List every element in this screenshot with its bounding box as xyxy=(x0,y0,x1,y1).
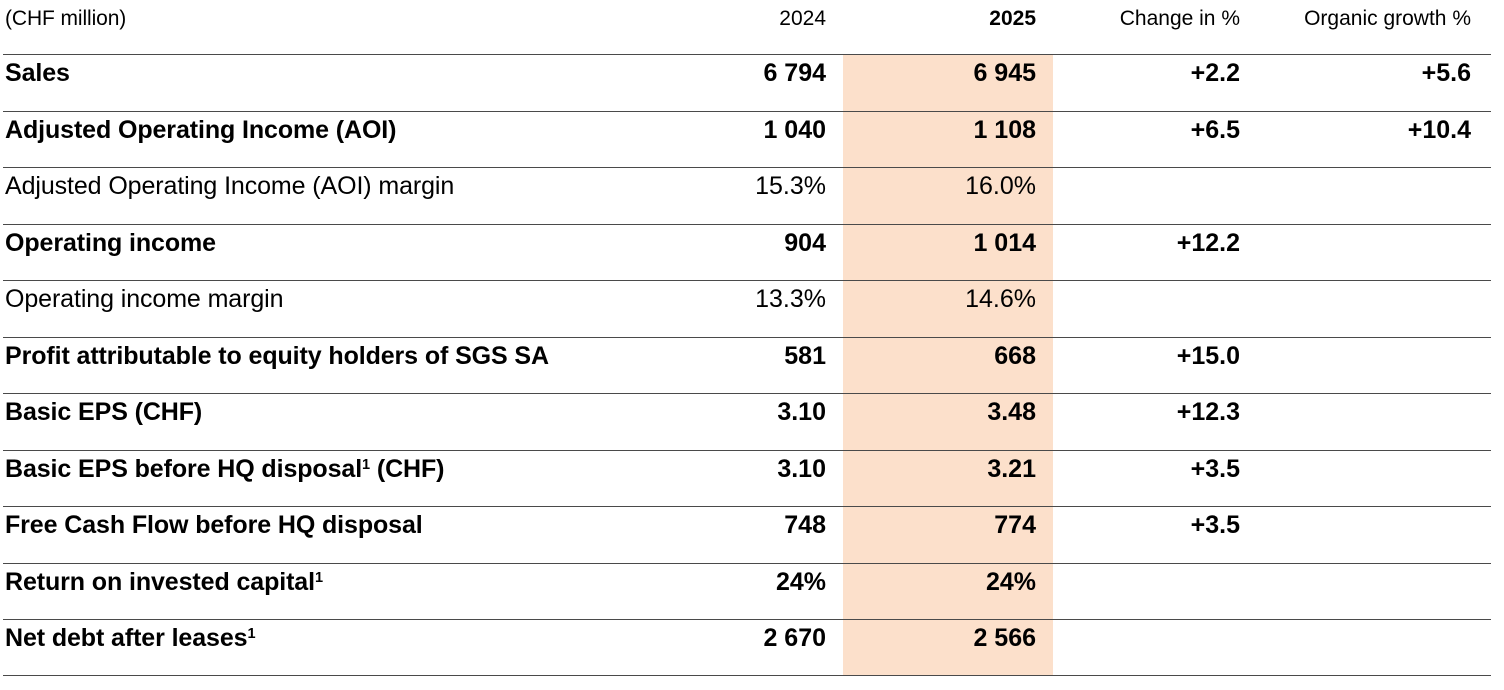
value-organic-growth-percent xyxy=(1258,507,1491,563)
value-2024: 581 xyxy=(784,341,826,370)
value-2025: 668 xyxy=(843,337,1053,393)
value-2024: 748 xyxy=(784,511,826,539)
value-2025: 24% xyxy=(843,563,1053,619)
row-label: Free Cash Flow before HQ disposal xyxy=(5,511,423,539)
row-label: Adjusted Operating Income (AOI) margin xyxy=(5,172,455,200)
value-organic-growth-percent xyxy=(1258,451,1491,507)
key-figures-table: (CHF million) 2024 2025 Change in % Orga… xyxy=(3,0,1491,676)
table-row: Free Cash Flow before HQ disposal 748 774 +… xyxy=(3,506,1491,563)
footnote-marker: 1 xyxy=(362,456,371,473)
value-2024: 24% xyxy=(775,567,826,596)
value-2024: 3.10 xyxy=(777,454,826,483)
column-header-2024: 2024 xyxy=(779,7,826,30)
value-2025: 14.6% xyxy=(843,281,1053,337)
table-row: Operating income margin 13.3% 14.6% xyxy=(3,280,1491,337)
value-organic-growth-percent: +10.4 xyxy=(1407,115,1471,144)
value-2025: 1 014 xyxy=(843,224,1053,280)
table-body: Sales 6 794 6 945 +2.2 +5.6 Adjusted Operatin… xyxy=(3,54,1491,676)
value-2024: 2 670 xyxy=(763,624,826,652)
value-organic-growth-percent xyxy=(1258,281,1491,337)
row-label: Sales xyxy=(5,59,70,87)
value-2024: 15.3% xyxy=(755,172,826,200)
row-label: Operating income margin xyxy=(5,285,284,313)
table-row: Basic EPS before HQ disposal1 (CHF) 3.10 3… xyxy=(3,449,1491,507)
value-2024: 1 040 xyxy=(763,115,826,144)
value-change-percent xyxy=(1053,168,1258,224)
table-header-row: (CHF million) 2024 2025 Change in % Orga… xyxy=(3,0,1491,54)
value-2024: 3.10 xyxy=(777,398,826,426)
value-2025: 3.21 xyxy=(843,450,1053,506)
row-label: Basic EPS before HQ disposal1 (CHF) xyxy=(5,454,445,483)
value-organic-growth-percent xyxy=(1258,338,1491,394)
value-change-percent: +3.5 xyxy=(1190,511,1240,539)
row-label: Return on invested capital1 xyxy=(5,567,323,596)
value-organic-growth-percent: +5.6 xyxy=(1421,59,1471,87)
value-2025: 774 xyxy=(843,507,1053,563)
value-organic-growth-percent xyxy=(1258,225,1491,281)
row-label: Profit attributable to equity holders of… xyxy=(5,341,549,370)
value-2024: 6 794 xyxy=(763,59,826,87)
column-header-organic-growth-percent: Organic growth % xyxy=(1304,7,1471,30)
table-row: Net debt after leases1 2 670 2 566 xyxy=(3,619,1491,676)
value-organic-growth-percent xyxy=(1258,620,1491,675)
value-organic-growth-percent xyxy=(1258,168,1491,224)
value-2025: 1 108 xyxy=(843,111,1053,167)
row-label: Net debt after leases1 xyxy=(5,624,256,652)
value-change-percent xyxy=(1053,620,1258,675)
value-change-percent: +2.2 xyxy=(1190,59,1240,87)
column-header-2025: 2025 xyxy=(989,7,1036,30)
table-row: Sales 6 794 6 945 +2.2 +5.6 xyxy=(3,54,1491,111)
row-label: Basic EPS (CHF) xyxy=(5,398,203,426)
value-change-percent: +3.5 xyxy=(1190,454,1240,483)
table-row: Profit attributable to equity holders of… xyxy=(3,336,1491,394)
value-change-percent: +6.5 xyxy=(1190,115,1240,144)
column-header-change-percent: Change in % xyxy=(1119,7,1240,30)
row-label: Adjusted Operating Income (AOI) xyxy=(5,115,397,144)
value-change-percent: +12.2 xyxy=(1176,228,1240,257)
table-row: Adjusted Operating Income (AOI) 1 040 1 10… xyxy=(3,110,1491,167)
value-change-percent: +15.0 xyxy=(1176,341,1240,370)
value-change-percent xyxy=(1053,564,1258,620)
value-2025: 2 566 xyxy=(843,620,1053,675)
value-2024: 904 xyxy=(784,228,826,257)
row-label: Operating income xyxy=(5,228,216,257)
column-header-unit: (CHF million) xyxy=(5,7,127,30)
value-organic-growth-percent xyxy=(1258,564,1491,620)
footnote-marker: 1 xyxy=(314,569,323,586)
value-2025: 16.0% xyxy=(843,168,1053,224)
value-2024: 13.3% xyxy=(755,285,826,313)
value-organic-growth-percent xyxy=(1258,394,1491,450)
table-row: Return on invested capital1 24% 24% xyxy=(3,562,1491,620)
table-row: Operating income 904 1 014 +12.2 xyxy=(3,223,1491,281)
footnote-marker: 1 xyxy=(247,626,256,643)
table-row: Basic EPS (CHF) 3.10 3.48 +12.3 xyxy=(3,393,1491,450)
value-change-percent: +12.3 xyxy=(1176,398,1240,426)
value-change-percent xyxy=(1053,281,1258,337)
table-row: Adjusted Operating Income (AOI) margin 15… xyxy=(3,167,1491,224)
value-2025: 3.48 xyxy=(843,394,1053,450)
value-2025: 6 945 xyxy=(843,55,1053,111)
